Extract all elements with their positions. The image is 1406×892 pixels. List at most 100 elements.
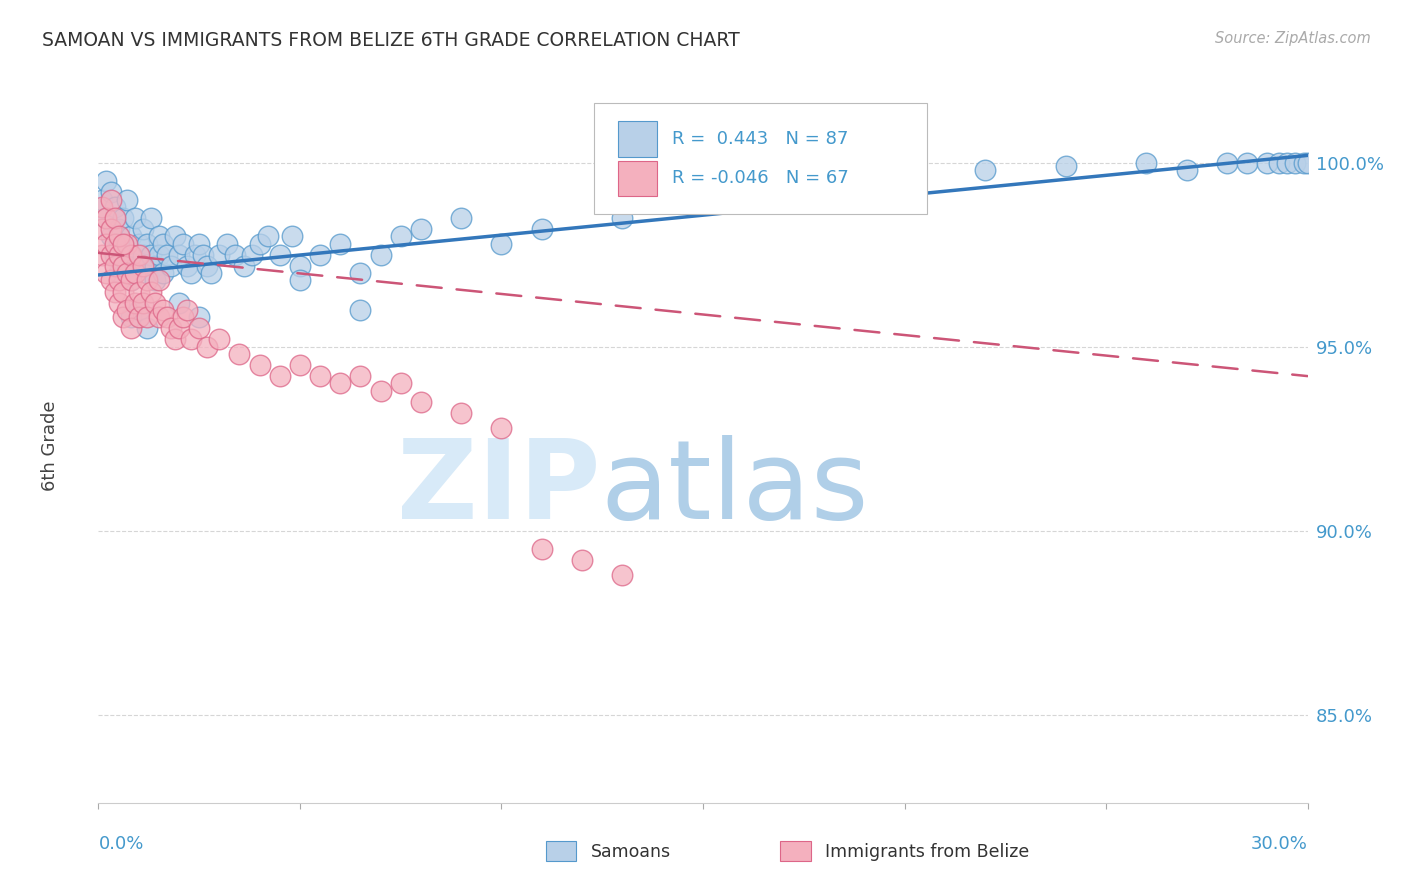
- Point: [96, 211, 118, 225]
- Point: [160, 259, 183, 273]
- Point: [370, 384, 392, 398]
- Point: [143, 259, 166, 273]
- Point: [139, 211, 162, 225]
- Point: [124, 266, 146, 280]
- Point: [281, 229, 304, 244]
- Point: [107, 266, 129, 280]
- Point: [96, 266, 118, 280]
- Point: [96, 174, 118, 188]
- Point: [813, 174, 835, 188]
- Point: [389, 229, 412, 244]
- Text: Source: ZipAtlas.com: Source: ZipAtlas.com: [1215, 31, 1371, 46]
- Point: [232, 259, 254, 273]
- Point: [450, 406, 472, 420]
- Point: [1277, 155, 1299, 169]
- Point: [195, 340, 218, 354]
- Point: [115, 259, 138, 273]
- Point: [120, 310, 142, 325]
- Point: [128, 310, 150, 325]
- Point: [1054, 160, 1077, 174]
- Point: [530, 222, 553, 236]
- Point: [124, 295, 146, 310]
- Point: [893, 167, 915, 181]
- Point: [269, 248, 291, 262]
- Point: [188, 236, 211, 251]
- Point: [167, 248, 190, 262]
- Point: [111, 211, 134, 225]
- Point: [120, 321, 142, 335]
- Point: [188, 321, 211, 335]
- Text: R =  0.443   N = 87: R = 0.443 N = 87: [672, 130, 848, 148]
- Point: [193, 248, 215, 262]
- Point: [172, 310, 194, 325]
- Point: [176, 259, 198, 273]
- Point: [692, 193, 714, 207]
- Point: [329, 376, 352, 391]
- Point: [128, 236, 150, 251]
- Bar: [619, 121, 657, 157]
- Point: [370, 248, 392, 262]
- Point: [107, 248, 129, 262]
- Point: [349, 302, 371, 317]
- Point: [148, 229, 170, 244]
- Point: [100, 193, 122, 207]
- Point: [1236, 155, 1258, 169]
- Point: [111, 236, 134, 251]
- Point: [180, 332, 202, 346]
- Point: [148, 273, 170, 287]
- Point: [91, 193, 114, 207]
- Point: [349, 369, 371, 384]
- Point: [1216, 155, 1239, 169]
- Point: [124, 211, 146, 225]
- Text: atlas: atlas: [600, 435, 869, 542]
- Text: 30.0%: 30.0%: [1251, 835, 1308, 853]
- Point: [139, 285, 162, 299]
- Point: [111, 259, 134, 273]
- Point: [491, 236, 513, 251]
- Point: [115, 302, 138, 317]
- Bar: [619, 161, 657, 196]
- Point: [167, 295, 190, 310]
- Point: [409, 222, 432, 236]
- Point: [309, 248, 332, 262]
- Point: [409, 395, 432, 409]
- Point: [184, 248, 207, 262]
- Point: [96, 236, 118, 251]
- Point: [120, 248, 142, 262]
- Point: [91, 222, 114, 236]
- Point: [148, 248, 170, 262]
- Point: [974, 163, 997, 178]
- Point: [103, 285, 125, 299]
- Point: [103, 259, 125, 273]
- FancyBboxPatch shape: [595, 103, 927, 214]
- Point: [103, 248, 125, 262]
- Point: [100, 229, 122, 244]
- Point: [228, 347, 250, 361]
- Point: [135, 236, 157, 251]
- Point: [107, 295, 129, 310]
- Point: [152, 266, 174, 280]
- Point: [103, 211, 125, 225]
- Point: [135, 321, 157, 335]
- Point: [530, 541, 553, 556]
- Point: [107, 273, 129, 287]
- Point: [491, 420, 513, 434]
- Point: [249, 236, 271, 251]
- Point: [163, 332, 186, 346]
- Point: [111, 285, 134, 299]
- Point: [152, 236, 174, 251]
- Point: [111, 248, 134, 262]
- Point: [224, 248, 246, 262]
- Point: [160, 321, 183, 335]
- Point: [132, 222, 155, 236]
- Point: [139, 248, 162, 262]
- Text: R = -0.046   N = 67: R = -0.046 N = 67: [672, 169, 848, 187]
- Point: [1135, 155, 1157, 169]
- Point: [167, 321, 190, 335]
- Point: [240, 248, 263, 262]
- Point: [135, 273, 157, 287]
- Point: [172, 236, 194, 251]
- Point: [195, 259, 218, 273]
- Point: [208, 248, 231, 262]
- Point: [148, 310, 170, 325]
